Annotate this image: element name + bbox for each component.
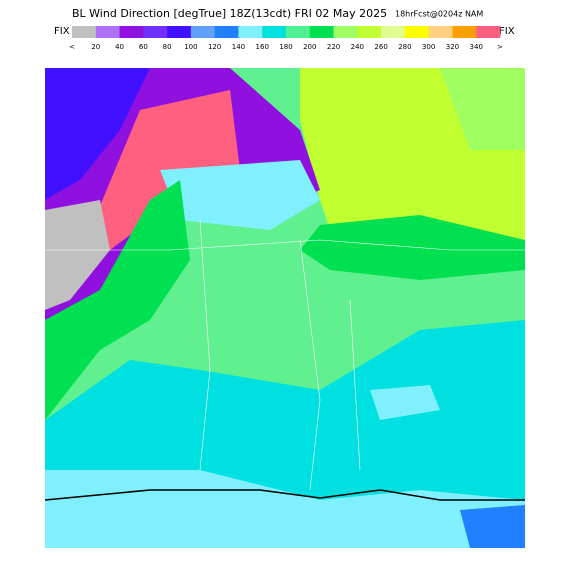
colorbar-swatch [428,26,453,38]
colorbar-swatch [214,26,239,38]
colorbar-swatch [190,26,216,38]
colorbar-label: 240 [351,43,364,51]
colorbar-label: 20 [91,43,100,51]
colorbar-label: 200 [303,43,316,51]
colorbar-label: < [69,43,75,51]
colorbar-swatch [452,26,477,38]
colorbar-label: 120 [208,43,221,51]
colorbar-swatch [72,26,97,38]
colorbar-swatch [381,26,406,38]
colorbar-swatch [238,26,263,38]
colorbar-label: 280 [398,43,411,51]
colorbar-label: 80 [163,43,172,51]
colorbar-swatch [143,26,168,38]
colorbar-label: 220 [327,43,340,51]
colorbar-swatch [286,26,311,38]
map-subtitle: 18hrFcst@0204z NAM [395,10,483,19]
colorbar-end-label: FIX [499,26,515,37]
colorbar-swatch [119,26,144,38]
colorbar-label: 260 [374,43,387,51]
colorbar-label: 60 [139,43,148,51]
colorbar-swatch [333,26,358,38]
colorbar-label: 300 [422,43,435,51]
map [44,68,525,548]
colorbar-swatch [404,26,430,38]
colorbar-swatch [476,26,501,38]
colorbar-swatch [309,26,335,38]
colorbar-label: > [497,43,503,51]
colorbar-swatch [357,26,382,38]
colorbar-swatch [262,26,287,38]
colorbar-label: 40 [115,43,124,51]
colorbar-label: 100 [184,43,197,51]
colorbar-end-label: FIX [54,26,70,37]
colorbar-label: 180 [279,43,292,51]
map-title: BL Wind Direction [degTrue] 18Z(13cdt) F… [72,7,387,20]
colorbar-label: 320 [446,43,459,51]
colorbar-swatch [167,26,192,38]
colorbar-swatch [95,26,121,38]
colorbar: <20 40 60 80 100 120 140 160 180 200 220 240 260 280 3… [69,26,503,51]
colorbar-label: 140 [232,43,245,51]
colorbar-label: 160 [256,43,269,51]
colorbar-label: 340 [470,43,483,51]
